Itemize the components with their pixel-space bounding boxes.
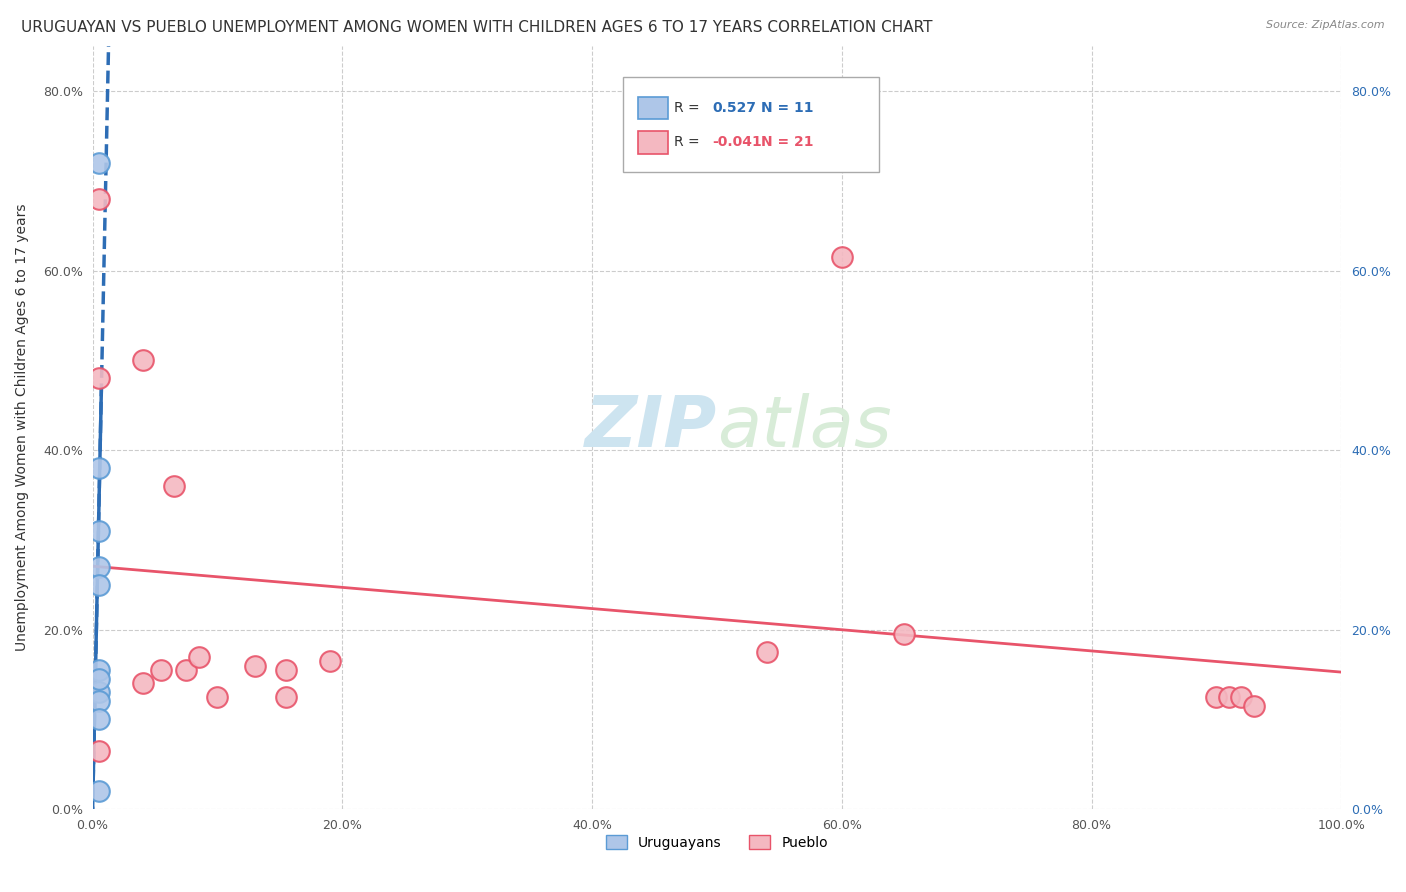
Point	[87, 578, 110, 592]
Point	[319, 654, 342, 668]
Point	[243, 658, 266, 673]
Point	[207, 690, 229, 704]
Point	[87, 672, 110, 686]
Point	[276, 663, 298, 677]
Point	[87, 663, 110, 677]
Point	[87, 156, 110, 170]
Point	[1243, 698, 1265, 713]
Point	[276, 690, 298, 704]
FancyBboxPatch shape	[623, 77, 879, 172]
Text: Source: ZipAtlas.com: Source: ZipAtlas.com	[1267, 20, 1385, 29]
FancyBboxPatch shape	[638, 131, 668, 153]
Point	[1230, 690, 1253, 704]
Point	[163, 479, 186, 493]
Text: R =: R =	[675, 136, 704, 149]
Text: URUGUAYAN VS PUEBLO UNEMPLOYMENT AMONG WOMEN WITH CHILDREN AGES 6 TO 17 YEARS CO: URUGUAYAN VS PUEBLO UNEMPLOYMENT AMONG W…	[21, 20, 932, 35]
Text: N = 21: N = 21	[761, 136, 813, 149]
Point	[87, 712, 110, 726]
Text: atlas: atlas	[717, 393, 891, 462]
Point	[87, 744, 110, 758]
Point	[87, 192, 110, 206]
Point	[187, 649, 209, 664]
Point	[893, 627, 915, 641]
Text: N = 11: N = 11	[761, 101, 813, 115]
Point	[174, 663, 197, 677]
Point	[831, 250, 853, 264]
Point	[87, 784, 110, 798]
FancyBboxPatch shape	[638, 96, 668, 120]
Point	[755, 645, 778, 659]
Point	[1205, 690, 1227, 704]
Point	[150, 663, 173, 677]
Point	[87, 694, 110, 708]
Text: ZIP: ZIP	[585, 393, 717, 462]
Point	[87, 524, 110, 538]
Point	[131, 676, 153, 690]
Point	[87, 685, 110, 699]
Point	[1218, 690, 1240, 704]
Point	[87, 461, 110, 475]
Point	[87, 559, 110, 574]
Text: 0.527: 0.527	[711, 101, 756, 115]
Y-axis label: Unemployment Among Women with Children Ages 6 to 17 years: Unemployment Among Women with Children A…	[15, 204, 30, 651]
Legend: Uruguayans, Pueblo: Uruguayans, Pueblo	[600, 830, 834, 855]
Text: R =: R =	[675, 101, 704, 115]
Point	[131, 353, 153, 368]
Text: -0.041: -0.041	[711, 136, 762, 149]
Point	[87, 371, 110, 385]
